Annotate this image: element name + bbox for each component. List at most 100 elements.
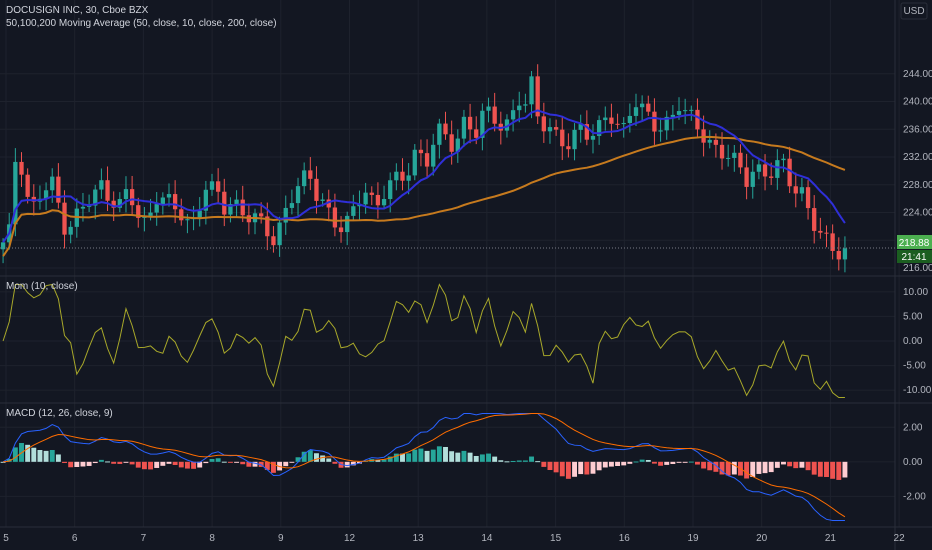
- x-tick-label: 15: [550, 533, 562, 544]
- macd-bar: [590, 461, 596, 474]
- x-tick-label: 6: [72, 533, 78, 544]
- candle-body: [418, 149, 424, 154]
- candle-body: [240, 199, 245, 216]
- candle-body: [732, 152, 737, 158]
- macd-bar: [418, 448, 424, 462]
- macd-bar: [154, 461, 160, 468]
- momentum-tick-label: 10.00: [903, 287, 928, 298]
- macd-bar: [572, 461, 578, 477]
- candle-body: [437, 123, 442, 145]
- candle-body: [676, 111, 682, 115]
- candle-body: [111, 200, 116, 208]
- macd-bar: [762, 461, 768, 474]
- macd-axis-labels: 2.00 0.00 -2.00: [903, 422, 926, 502]
- candle-body: [781, 158, 786, 161]
- price-pane[interactable]: [0, 64, 895, 273]
- macd-bar: [492, 456, 498, 462]
- macd-bar: [80, 461, 86, 467]
- macd-bar: [105, 461, 110, 463]
- candle-body: [400, 171, 405, 181]
- candle-body: [578, 124, 583, 130]
- candle-body: [302, 170, 307, 187]
- x-tick-label: 22: [894, 533, 906, 544]
- macd-bar: [6, 458, 12, 462]
- macd-bar: [498, 460, 504, 462]
- candle-body: [775, 160, 780, 178]
- candle-body: [394, 171, 399, 181]
- macd-bar: [393, 453, 399, 462]
- macd-bar: [811, 461, 817, 475]
- candle-body: [584, 124, 589, 140]
- candle-body: [332, 207, 338, 228]
- candle-body: [793, 186, 798, 194]
- macd-bar: [633, 461, 639, 463]
- candle-body: [375, 194, 381, 206]
- candle-body: [136, 205, 141, 218]
- x-tick-label: 19: [687, 533, 699, 544]
- candle-body: [185, 219, 190, 221]
- macd-bar: [68, 461, 74, 468]
- macd-bar: [744, 461, 750, 479]
- macd-bar: [658, 461, 664, 466]
- candle-body: [455, 138, 460, 152]
- macd-bar: [725, 461, 731, 476]
- candle-body: [627, 115, 633, 123]
- macd-bar: [535, 461, 541, 463]
- candle-body: [750, 171, 755, 187]
- candle-body: [670, 114, 676, 117]
- macd-bar: [166, 461, 172, 464]
- macd-bar: [670, 461, 676, 464]
- price-tick-label: 224.00: [903, 208, 932, 219]
- macd-bar: [129, 461, 135, 465]
- macd-tick-label: 0.00: [903, 457, 923, 468]
- macd-bar: [805, 461, 811, 471]
- candle-body: [308, 170, 313, 179]
- macd-bar: [25, 444, 31, 462]
- macd-bar: [62, 461, 67, 463]
- candle-body: [596, 120, 602, 136]
- price-tick-label: 244.00: [903, 69, 932, 80]
- macd-bar: [461, 450, 467, 462]
- macd-bar: [731, 461, 737, 475]
- x-tick-label: 20: [756, 533, 768, 544]
- macd-bar: [252, 461, 258, 467]
- time-axis-labels: 5 6 7 8 9 12 13 14 15 16 19 20 21 22: [3, 533, 905, 544]
- macd-bar: [774, 461, 780, 468]
- macd-bar: [123, 461, 129, 463]
- macd-bar: [701, 461, 707, 469]
- macd-bar: [615, 461, 621, 466]
- macd-bar: [148, 461, 154, 470]
- candle-body: [560, 129, 565, 147]
- candle-body: [762, 164, 768, 177]
- macd-bar: [412, 449, 418, 462]
- macd-bar: [49, 450, 55, 462]
- macd-bar: [682, 461, 688, 463]
- candle-body: [172, 194, 178, 210]
- candle-body: [719, 144, 725, 159]
- macd-bar: [172, 461, 178, 465]
- momentum-tick-label: -5.00: [903, 361, 926, 372]
- macd-bar: [516, 460, 522, 462]
- macd-bar: [529, 456, 534, 462]
- momentum-line: [2, 283, 845, 399]
- candle-body: [99, 180, 104, 190]
- macd-bar: [664, 461, 670, 465]
- macd-bar: [455, 452, 461, 462]
- momentum-pane[interactable]: [2, 283, 845, 399]
- macd-bar: [486, 453, 491, 462]
- macd-bar: [793, 461, 799, 469]
- macd-bar: [719, 461, 725, 475]
- currency-button[interactable]: USD: [900, 2, 928, 20]
- candle-body: [812, 208, 817, 231]
- macd-bar: [375, 459, 381, 462]
- candle-body: [517, 105, 522, 111]
- candle-body: [769, 176, 774, 178]
- macd-bar: [197, 461, 203, 468]
- macd-bar: [639, 459, 645, 462]
- candle-body: [633, 107, 639, 116]
- macd-bar: [842, 461, 848, 478]
- macd-bar: [283, 461, 289, 467]
- macd-bar: [234, 461, 240, 463]
- macd-pane[interactable]: [0, 412, 848, 522]
